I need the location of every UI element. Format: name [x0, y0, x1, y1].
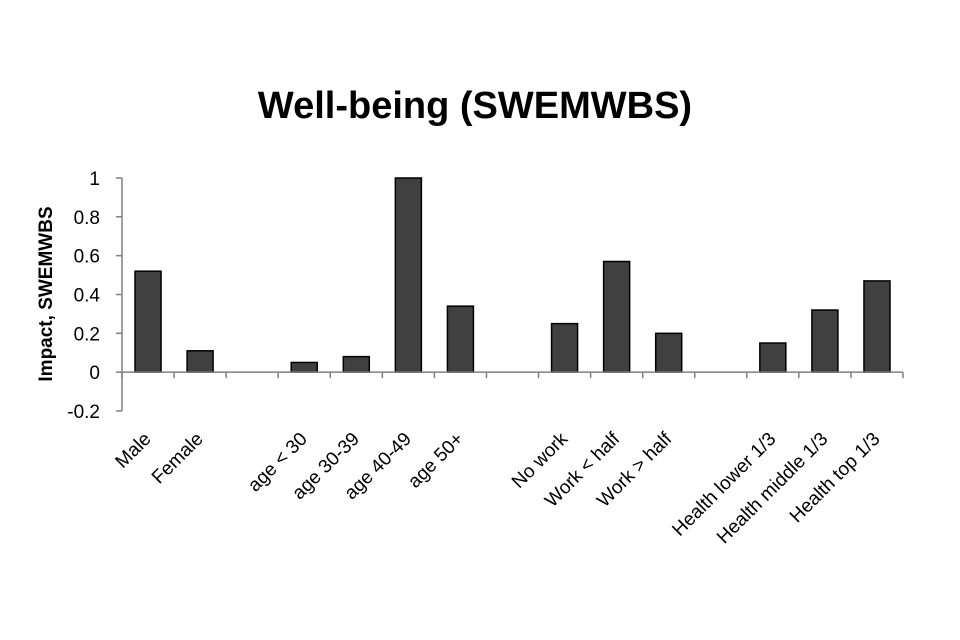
bars — [134, 177, 891, 373]
chart-title: Well-being (SWEMWBS) — [258, 85, 692, 127]
y-axis-label: Impact, SWEMWBS — [36, 206, 57, 381]
bar — [342, 355, 371, 373]
y-tick-label: 0 — [89, 363, 100, 384]
y-tick-label: 0.2 — [74, 324, 100, 345]
bar — [186, 350, 214, 373]
bar — [863, 280, 891, 373]
y-tick-label: 0.6 — [74, 247, 100, 268]
bar — [290, 361, 318, 373]
x-tick-label: Female — [148, 429, 208, 489]
bar — [550, 322, 579, 373]
bar — [394, 177, 423, 373]
bar — [811, 309, 839, 373]
y-tick-label: 1 — [89, 169, 100, 190]
x-tick-label: Health top 1/3 — [786, 429, 885, 528]
bar — [759, 342, 787, 373]
bar — [134, 270, 162, 373]
y-tick-label: -0.2 — [67, 402, 100, 423]
y-axis-ticks: -0.2 0 0.2 0.4 0.6 0.8 1 — [67, 169, 122, 423]
x-tick-label: age 50+ — [404, 429, 468, 493]
y-tick-label: 0.4 — [74, 286, 101, 307]
bar — [602, 260, 631, 373]
bar — [654, 332, 683, 373]
y-tick-label: 0.8 — [74, 208, 100, 229]
bar — [446, 305, 475, 373]
x-tick-label: Male — [112, 429, 156, 473]
